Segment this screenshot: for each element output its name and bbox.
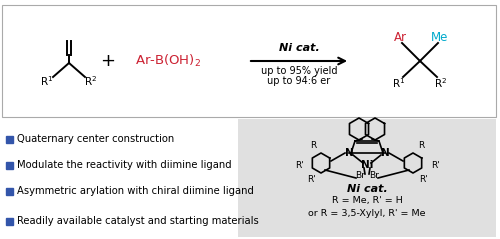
Text: Ni: Ni bbox=[361, 160, 373, 170]
Text: R': R' bbox=[306, 174, 316, 184]
Text: Ar-B(OH)$_2$: Ar-B(OH)$_2$ bbox=[135, 53, 201, 69]
Text: Modulate the reactivity with diimine ligand: Modulate the reactivity with diimine lig… bbox=[17, 160, 232, 170]
Text: +: + bbox=[100, 52, 116, 70]
Text: up to 95% yield: up to 95% yield bbox=[261, 66, 337, 76]
Text: Ni cat.: Ni cat. bbox=[278, 43, 320, 53]
Text: Ar: Ar bbox=[394, 31, 406, 43]
Text: Br: Br bbox=[369, 172, 379, 180]
Text: N: N bbox=[380, 148, 390, 158]
Text: R$^1$: R$^1$ bbox=[392, 76, 406, 90]
Text: R': R' bbox=[418, 174, 428, 184]
Bar bbox=[238, 119, 496, 237]
Bar bbox=[6, 188, 13, 195]
Text: up to 94:6 er: up to 94:6 er bbox=[268, 76, 330, 86]
Bar bbox=[6, 162, 13, 168]
Text: Br: Br bbox=[355, 172, 365, 180]
Text: R: R bbox=[418, 141, 424, 150]
Text: Me: Me bbox=[432, 31, 448, 43]
Text: Asymmetric arylation with chiral diimine ligand: Asymmetric arylation with chiral diimine… bbox=[17, 186, 254, 196]
Bar bbox=[2, 5, 496, 117]
Text: Readily available catalyst and starting materials: Readily available catalyst and starting … bbox=[17, 216, 259, 226]
Text: R': R' bbox=[294, 161, 304, 169]
Text: R$^1$: R$^1$ bbox=[40, 74, 54, 88]
Text: Quaternary center construction: Quaternary center construction bbox=[17, 134, 174, 144]
Text: N: N bbox=[344, 148, 354, 158]
Text: R = Me, R' = H: R = Me, R' = H bbox=[332, 196, 402, 206]
Text: R$^2$: R$^2$ bbox=[434, 76, 448, 90]
Text: R': R' bbox=[430, 161, 440, 169]
Text: R$^2$: R$^2$ bbox=[84, 74, 98, 88]
Text: R: R bbox=[310, 141, 316, 150]
Bar bbox=[6, 136, 13, 142]
Text: or R = 3,5-Xylyl, R' = Me: or R = 3,5-Xylyl, R' = Me bbox=[308, 210, 426, 218]
Bar bbox=[6, 217, 13, 224]
Text: Ni cat.: Ni cat. bbox=[346, 184, 388, 194]
